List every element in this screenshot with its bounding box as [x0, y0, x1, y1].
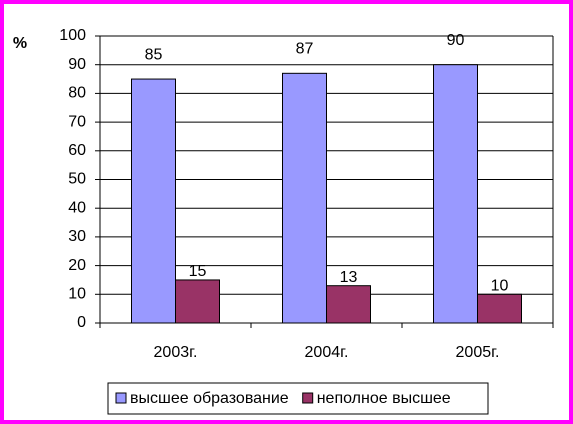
- value-label: 90: [447, 32, 465, 49]
- bar: [477, 293, 522, 324]
- y-tick-label: 30: [68, 228, 86, 245]
- bar: [175, 279, 220, 324]
- y-tick-label: 20: [68, 257, 86, 274]
- y-tick-label: 70: [68, 113, 86, 130]
- bar: [433, 64, 478, 324]
- y-tick-label: 60: [68, 142, 86, 159]
- value-label: 10: [491, 278, 509, 295]
- y-tick-label: 40: [68, 199, 86, 216]
- legend-label: неполное высшее: [317, 390, 451, 407]
- x-tick-label: 2003г.: [154, 344, 198, 361]
- legend-label: высшее образование: [130, 390, 289, 407]
- x-tick-label: 2005г.: [456, 344, 500, 361]
- value-label: 15: [189, 263, 207, 280]
- y-tick-label: 10: [68, 286, 86, 303]
- bar: [282, 72, 327, 324]
- y-tick-label: 100: [59, 27, 86, 44]
- bar: [326, 285, 371, 324]
- y-axis-label: %: [13, 35, 27, 52]
- bar: [131, 78, 176, 324]
- legend-box: [107, 382, 489, 415]
- value-label: 13: [340, 269, 358, 286]
- value-label: 85: [145, 46, 163, 63]
- y-tick-label: 50: [68, 171, 86, 188]
- x-tick-label: 2004г.: [305, 344, 349, 361]
- legend-swatch: [302, 392, 314, 404]
- y-tick-label: 90: [68, 56, 86, 73]
- y-tick-label: 0: [77, 314, 86, 331]
- y-tick-label: 80: [68, 85, 86, 102]
- legend-swatch: [115, 392, 127, 404]
- value-label: 87: [296, 41, 314, 58]
